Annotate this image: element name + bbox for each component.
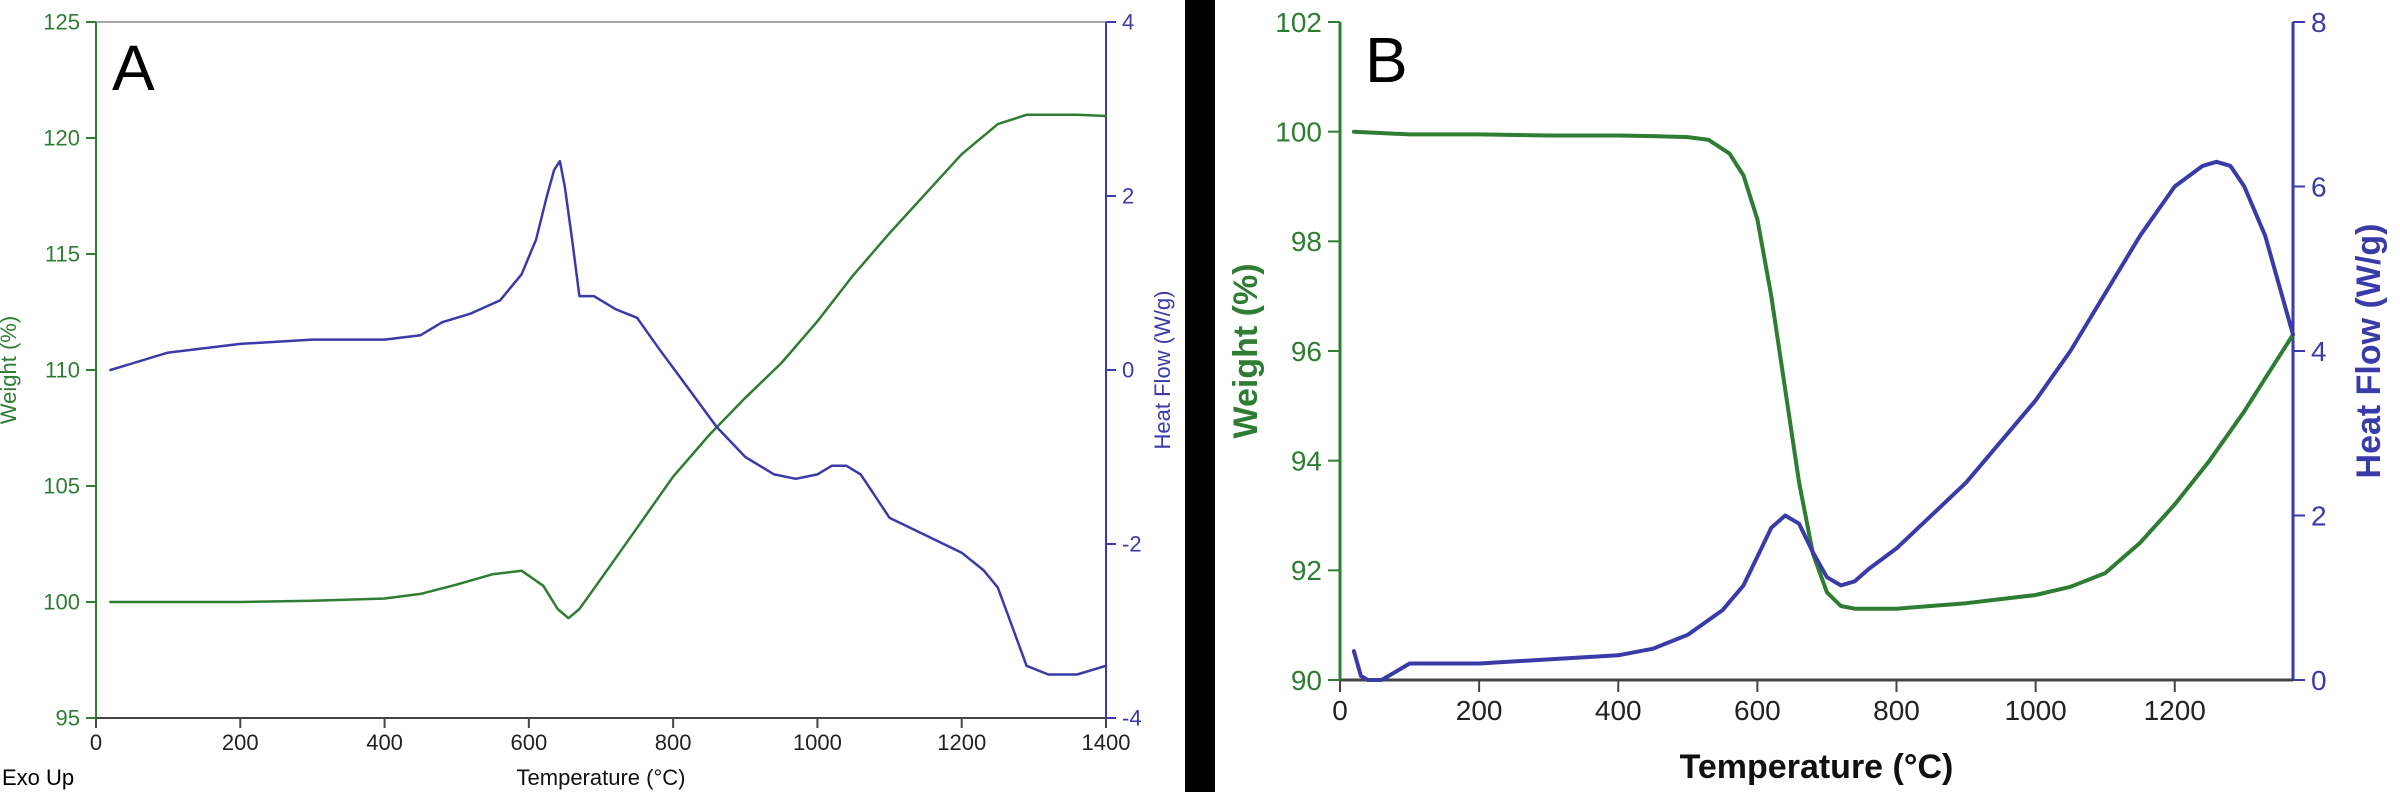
y-tick-label: 90 bbox=[1291, 665, 1322, 696]
y-tick-label: 110 bbox=[45, 358, 80, 383]
panel-label: B bbox=[1365, 24, 1408, 96]
y2-tick-label: 2 bbox=[1122, 184, 1134, 209]
y2-tick-label: 0 bbox=[1122, 358, 1134, 383]
x-tick-label: 1000 bbox=[793, 730, 842, 755]
x-tick-label: 200 bbox=[222, 730, 259, 755]
weight-line bbox=[109, 113, 1108, 620]
y-tick-label: 125 bbox=[43, 10, 80, 35]
x-tick-label: 200 bbox=[1456, 695, 1503, 726]
heat-flow-line bbox=[109, 159, 1108, 676]
x-tick-label: 600 bbox=[1734, 695, 1781, 726]
y2-tick-label: 6 bbox=[2311, 171, 2327, 202]
y2-tick-label: 4 bbox=[1122, 10, 1134, 35]
y-tick-label: 95 bbox=[56, 706, 80, 731]
x-tick-label: 800 bbox=[655, 730, 692, 755]
corner-note-a: Exo Up bbox=[2, 765, 74, 790]
y-tick-label: 100 bbox=[43, 590, 80, 615]
x-tick-label: 1400 bbox=[1082, 730, 1131, 755]
y-tick-label: 120 bbox=[43, 126, 80, 151]
x-tick-label: 400 bbox=[366, 730, 403, 755]
x-tick-label: 1200 bbox=[2144, 695, 2206, 726]
y-tick-label: 100 bbox=[1275, 116, 1322, 147]
x-tick-label: 600 bbox=[510, 730, 547, 755]
x-tick-label: 800 bbox=[1873, 695, 1920, 726]
x-tick-label: 1000 bbox=[2004, 695, 2066, 726]
x-tick-label: 0 bbox=[90, 730, 102, 755]
x-tick-label: 0 bbox=[1332, 695, 1348, 726]
y2-tick-label: -2 bbox=[1122, 532, 1142, 557]
x-tick-label: 1200 bbox=[937, 730, 986, 755]
y-tick-label: 92 bbox=[1291, 555, 1322, 586]
x-axis-label: Temperature (°C) bbox=[1680, 748, 1954, 786]
weight-line bbox=[1351, 129, 2295, 611]
y2-tick-label: 8 bbox=[2311, 7, 2327, 38]
y2-tick-label: -4 bbox=[1122, 706, 1142, 731]
panel-a: Exo Up 0 200 400 600 800 1000 1200 1400 95 100 105… bbox=[0, 0, 1185, 792]
y-tick-label: 94 bbox=[1291, 445, 1322, 476]
y-tick-label: 96 bbox=[1291, 336, 1322, 367]
chart-b: 0 200 400 600 800 1000 1200 90 92 94 96 98 100 102 0 2 4… bbox=[1227, 7, 2388, 786]
x-tick-label: 400 bbox=[1595, 695, 1642, 726]
heat-flow-line bbox=[1351, 159, 2295, 682]
panel-label: A bbox=[112, 32, 155, 104]
y2-tick-label: 4 bbox=[2311, 336, 2327, 367]
y2-tick-label: 2 bbox=[2311, 500, 2327, 531]
y-axis-label: Weight (%) bbox=[1227, 263, 1265, 438]
y2-axis-label: Heat Flow (W/g) bbox=[2350, 224, 2388, 479]
y2-axis-label: Heat Flow (W/g) bbox=[1150, 291, 1175, 450]
y-tick-label: 102 bbox=[1275, 7, 1322, 38]
chart-a: Exo Up 0 200 400 600 800 1000 1200 140095100105… bbox=[0, 10, 1175, 790]
y-axis-label: Weight (%) bbox=[0, 316, 21, 424]
y-tick-label: 98 bbox=[1291, 226, 1322, 257]
y-tick-label: 115 bbox=[45, 242, 80, 267]
y-tick-label: 105 bbox=[43, 474, 80, 499]
y2-tick-label: 0 bbox=[2311, 665, 2327, 696]
panel-b: 0 200 400 600 800 1000 1200 90 92 94 96 98 100 102 0 2 4… bbox=[1215, 0, 2400, 792]
x-axis-label: Temperature (°C) bbox=[517, 765, 686, 790]
